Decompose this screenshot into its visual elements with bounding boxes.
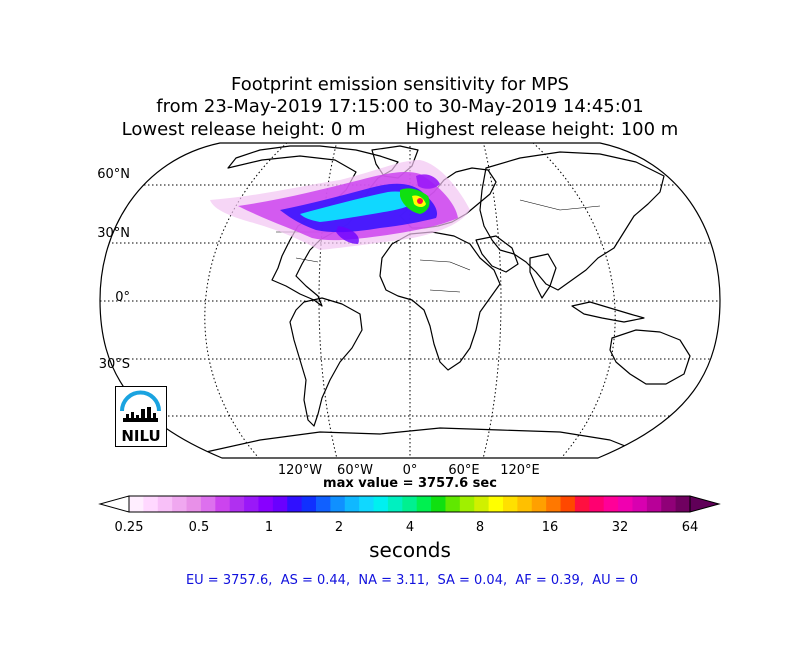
colorbar-tick: 32 — [611, 520, 629, 535]
asia-outline — [479, 151, 665, 291]
colorbar-segment — [431, 496, 446, 512]
region-summary: EU = 3757.6, AS = 0.44, NA = 3.11, SA = … — [185, 573, 639, 588]
colorbar-tick: 64 — [681, 520, 699, 535]
colorbar-segment — [531, 496, 547, 512]
colorbar-tick: 1 — [264, 520, 274, 535]
colorbar-tick: 4 — [405, 520, 415, 535]
antarctica-outline — [205, 427, 641, 453]
nilu-logo-graphic — [120, 390, 161, 422]
colorbar-segment — [459, 496, 475, 512]
colorbar-segment — [589, 496, 605, 512]
colorbar-segment — [488, 496, 504, 512]
title-line-3: Lowest release height: 0 m Highest relea… — [121, 119, 679, 140]
lat-label-0: 0° — [115, 290, 130, 305]
colorbar-segment — [445, 496, 461, 512]
colorbar-under-arrow — [98, 495, 130, 513]
footprint-plume — [210, 160, 470, 250]
colorbar-segment — [632, 496, 648, 512]
australia-outline — [609, 329, 691, 385]
colorbar-tick: 2 — [334, 520, 344, 535]
colorbar-segment — [316, 496, 331, 512]
nilu-logo: NILU — [115, 386, 167, 447]
nilu-logo-text: NILU — [121, 427, 161, 445]
colorbar-segment — [546, 496, 562, 512]
colorbar-tick: 8 — [475, 520, 485, 535]
lon-label-120e: 120°E — [500, 463, 540, 478]
south-america-outline — [289, 297, 363, 427]
colorbar-segment — [373, 496, 389, 512]
lon-label-60w: 60°W — [337, 463, 373, 478]
colorbar-segment — [474, 496, 490, 512]
lon-label-120w: 120°W — [277, 463, 323, 478]
title-line-2: from 23-May-2019 17:15:00 to 30-May-2019… — [156, 96, 644, 117]
colorbar-segment — [129, 496, 144, 512]
colorbar-label: seconds — [369, 538, 451, 562]
colorbar-frame — [128, 495, 691, 513]
lat-label-30s: 30°S — [98, 357, 130, 372]
lat-label-60n: 60°N — [97, 167, 130, 182]
colorbar-segment — [661, 496, 677, 512]
colorbar-tick: 16 — [541, 520, 559, 535]
title-line-1: Footprint emission sensitivity for MPS — [231, 74, 569, 95]
colorbar-segment — [244, 496, 259, 512]
colorbar-segment — [517, 496, 533, 512]
arabia-outline — [475, 235, 519, 273]
lat-label-30n: 30°N — [97, 226, 130, 241]
colorbar-segment — [560, 496, 576, 512]
colorbar-segment — [402, 496, 418, 512]
colorbar-segment — [215, 496, 231, 512]
colorbar-segment — [603, 496, 619, 512]
colorbar-tick: 0.5 — [188, 520, 210, 535]
colorbar-segment — [287, 496, 303, 512]
colorbar-tick: 0.25 — [114, 520, 144, 535]
colorbar-over-arrow — [689, 495, 721, 513]
colorbar-segment — [186, 496, 202, 512]
colorbar-segment — [344, 496, 360, 512]
lon-label-60e: 60°E — [448, 463, 480, 478]
colorbar-segment — [387, 496, 403, 512]
colorbar-segment — [301, 496, 317, 512]
colorbar-segment — [416, 496, 432, 512]
colorbar-segment — [258, 496, 274, 512]
lon-label-0: 0° — [402, 463, 418, 478]
colorbar-segment — [229, 496, 245, 512]
map-border — [99, 142, 721, 459]
colorbar — [98, 495, 721, 513]
colorbar-segment — [272, 496, 288, 512]
indonesia-outline — [571, 301, 645, 323]
colorbar-segment — [359, 496, 375, 512]
colorbar-segment — [330, 496, 346, 512]
colorbar-segment — [200, 496, 216, 512]
colorbar-segment — [172, 496, 188, 512]
colorbar-segment — [503, 496, 518, 512]
colorbar-segment — [618, 496, 633, 512]
colorbar-segment — [157, 496, 173, 512]
africa-outline — [379, 231, 501, 371]
colorbar-segment — [646, 496, 662, 512]
max-value-label: max value = 3757.6 sec — [323, 476, 497, 491]
colorbar-segment — [675, 496, 691, 512]
india-outline — [529, 253, 557, 299]
colorbar-segment — [574, 496, 590, 512]
colorbar-segment — [143, 496, 159, 512]
